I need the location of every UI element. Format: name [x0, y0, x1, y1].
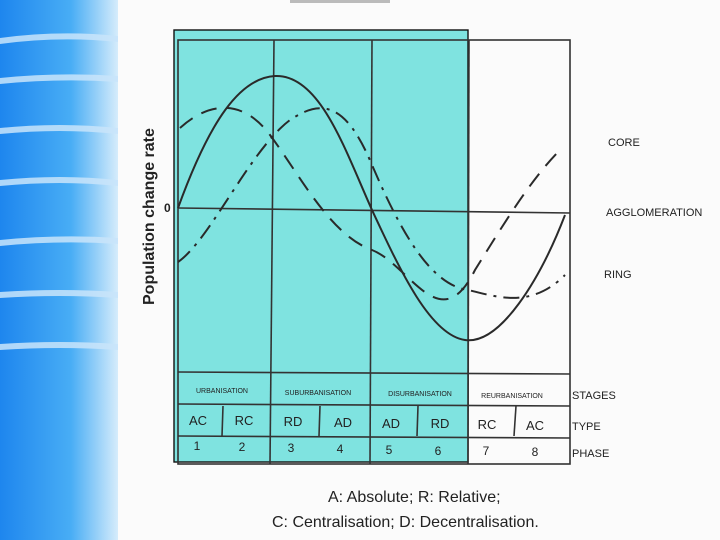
- type-cell: RD: [284, 414, 303, 429]
- type-cell: AD: [334, 415, 352, 430]
- sidebar-decoration: [0, 0, 118, 540]
- scan-artifact-top: [290, 0, 390, 3]
- curve-core: [179, 106, 561, 301]
- phase-cell: 3: [288, 441, 295, 455]
- phase-cell: 6: [435, 444, 442, 458]
- phase-cell: 7: [483, 444, 490, 458]
- label-ring: RING: [604, 269, 632, 281]
- type-cell: AC: [189, 413, 207, 428]
- type-cell: AD: [382, 416, 400, 431]
- stage-urbanisation: URBANISATION: [196, 388, 248, 395]
- grid-frame: [177, 39, 571, 465]
- curve-ring: [177, 107, 566, 299]
- y-axis-label: Population change rate: [141, 128, 158, 305]
- stage-suburbanisation: SUBURBANISATION: [285, 390, 351, 397]
- zero-label: 0: [164, 201, 171, 215]
- type-row: AC RC RD AD AD RD RC AC: [189, 413, 544, 433]
- phase-cell: 2: [239, 440, 246, 454]
- curves: [177, 74, 566, 342]
- label-agglomeration: AGGLOMERATION: [606, 207, 702, 219]
- phase-cell: 4: [337, 442, 344, 456]
- label-stages: STAGES: [572, 390, 616, 402]
- type-cell: RC: [478, 417, 497, 432]
- label-core: CORE: [608, 137, 640, 149]
- type-cell: AC: [526, 418, 544, 433]
- stage-disurbanisation: DISURBANISATION: [388, 391, 452, 398]
- phase-row: 1 2 3 4 5 6 7 8: [194, 439, 539, 459]
- phase-cell: 1: [194, 439, 201, 453]
- type-cell: RD: [431, 416, 450, 431]
- stage-reurbanisation: REURBANISATION: [481, 393, 543, 400]
- phase-cell: 8: [532, 445, 539, 459]
- phase-cell: 5: [386, 443, 393, 457]
- label-type: TYPE: [572, 421, 601, 433]
- caption-line-1: A: Absolute; R: Relative;: [328, 489, 501, 506]
- label-phase: PHASE: [572, 448, 609, 460]
- sidebar-stripes: [0, 33, 118, 350]
- type-cell: RC: [235, 413, 254, 428]
- curve-agglomeration: [177, 74, 566, 342]
- caption-line-2: C: Centralisation; D: Decentralisation.: [272, 514, 539, 531]
- highlight-box: [173, 29, 469, 463]
